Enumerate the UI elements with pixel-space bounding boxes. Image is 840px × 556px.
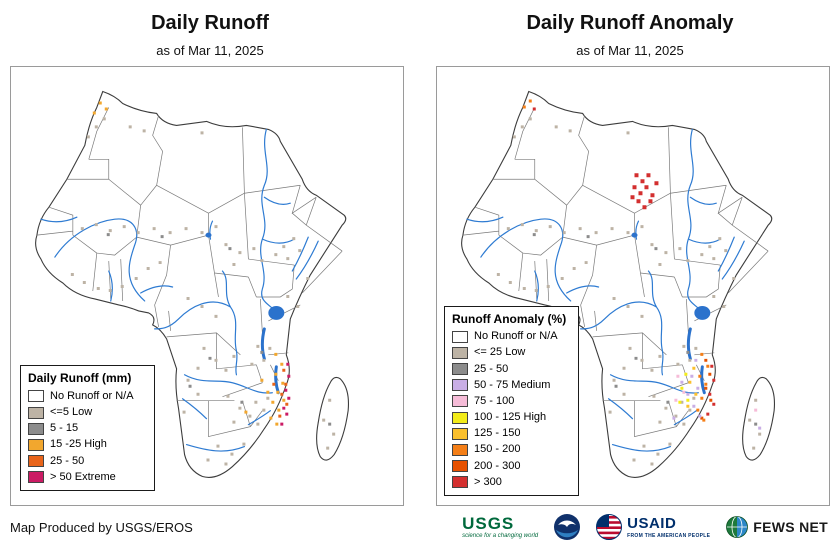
legend-label: 50 - 75 Medium — [474, 378, 551, 391]
runoff-anomaly-map-panel: Runoff Anomaly (%) No Runoff or N/A <= 2… — [436, 66, 830, 506]
usaid-logo: USAID FROM THE AMERICAN PEOPLE — [596, 514, 710, 540]
legend-item: <=5 Low — [28, 406, 146, 419]
legend-swatch — [452, 395, 468, 408]
legend-swatch — [28, 406, 44, 419]
usaid-tagline: FROM THE AMERICAN PEOPLE — [627, 532, 711, 539]
left-map-title: Daily Runoff — [151, 12, 269, 34]
legend-swatch — [28, 455, 44, 468]
legend-title: Runoff Anomaly (%) — [452, 311, 567, 326]
legend-label: 15 -25 High — [50, 438, 107, 451]
legend-label: > 300 — [474, 475, 502, 488]
legend-item: No Runoff or N/A — [452, 330, 570, 343]
legend-swatch — [452, 363, 468, 376]
titles-row: Daily Runoff as of Mar 11, 2025 Daily Ru… — [0, 0, 840, 58]
legend-label: <=5 Low — [50, 406, 93, 419]
right-map-subtitle: as of Mar 11, 2025 — [576, 43, 684, 58]
legend-label: 100 - 125 High — [474, 411, 547, 424]
legend-item: 200 - 300 — [452, 460, 570, 473]
legend-swatch — [28, 422, 44, 435]
legend-swatch — [452, 460, 468, 473]
legend-item: 75 - 100 — [452, 395, 570, 408]
legend-swatch — [452, 330, 468, 343]
usgs-tagline: science for a changing world — [462, 533, 539, 539]
right-title-block: Daily Runoff Anomaly as of Mar 11, 2025 — [420, 12, 840, 58]
legend-swatch — [452, 444, 468, 457]
legend-item: <= 25 Low — [452, 346, 570, 359]
runoff-anomaly-legend: Runoff Anomaly (%) No Runoff or N/A <= 2… — [444, 305, 579, 496]
legend-item: 25 - 50 — [28, 455, 146, 468]
right-map-title: Daily Runoff Anomaly — [526, 12, 734, 34]
logo-row: USGS science for a changing world — [462, 514, 828, 540]
legend-label: 75 - 100 — [474, 394, 515, 407]
legend-label: 150 - 200 — [474, 443, 521, 456]
usaid-flag-icon — [596, 514, 623, 540]
usgs-logo-text: USGS — [462, 514, 515, 533]
legend-swatch — [28, 471, 44, 484]
legend-item: 100 - 125 High — [452, 411, 570, 424]
fewsnet-globe-icon — [726, 516, 749, 538]
legend-item: No Runoff or N/A — [28, 390, 146, 403]
legend-swatch — [452, 476, 468, 489]
fewsnet-logo-text: FEWS NET — [753, 519, 828, 535]
map-credit: Map Produced by USGS/EROS — [10, 519, 193, 535]
legend-label: > 50 Extreme — [50, 470, 116, 483]
legend-swatch — [452, 346, 468, 359]
fewsnet-logo: FEWS NET — [726, 516, 828, 538]
legend-item: 50 - 75 Medium — [452, 379, 570, 392]
legend-item: 150 - 200 — [452, 443, 570, 457]
legend-label: 5 - 15 — [50, 422, 79, 435]
legend-label: 25 - 50 — [50, 454, 85, 467]
legend-swatch — [452, 379, 468, 392]
usgs-logo: USGS science for a changing world — [462, 515, 538, 539]
legend-swatch — [452, 427, 468, 440]
legend-label: 25 - 50 — [474, 362, 509, 375]
usaid-logo-text: USAID — [627, 514, 677, 532]
legend-label: 125 - 150 — [474, 427, 521, 440]
left-map-subtitle: as of Mar 11, 2025 — [156, 43, 264, 58]
legend-item: 125 - 150 — [452, 427, 570, 440]
legend-title: Daily Runoff (mm) — [28, 371, 132, 386]
legend-item: 25 - 50 — [452, 363, 570, 376]
daily-runoff-legend: Daily Runoff (mm) No Runoff or N/A <=5 L… — [20, 365, 155, 491]
legend-swatch — [28, 439, 44, 452]
legend-label: 200 - 300 — [474, 459, 521, 472]
legend-label: No Runoff or N/A — [50, 389, 134, 402]
legend-item: > 300 — [452, 476, 570, 489]
maps-row: Daily Runoff (mm) No Runoff or N/A <=5 L… — [0, 66, 840, 506]
legend-swatch — [452, 411, 468, 424]
legend-item: 5 - 15 — [28, 422, 146, 435]
left-title-block: Daily Runoff as of Mar 11, 2025 — [0, 12, 420, 58]
daily-runoff-map-panel: Daily Runoff (mm) No Runoff or N/A <=5 L… — [10, 66, 404, 506]
legend-label: No Runoff or N/A — [474, 330, 558, 343]
legend-item: 15 -25 High — [28, 438, 146, 452]
footer: Map Produced by USGS/EROS USGS science f… — [0, 506, 840, 540]
usaid-text-block: USAID FROM THE AMERICAN PEOPLE — [627, 516, 710, 539]
noaa-logo-icon — [554, 514, 581, 540]
legend-item: > 50 Extreme — [28, 471, 146, 484]
legend-label: <= 25 Low — [474, 346, 526, 359]
legend-swatch — [28, 390, 44, 403]
